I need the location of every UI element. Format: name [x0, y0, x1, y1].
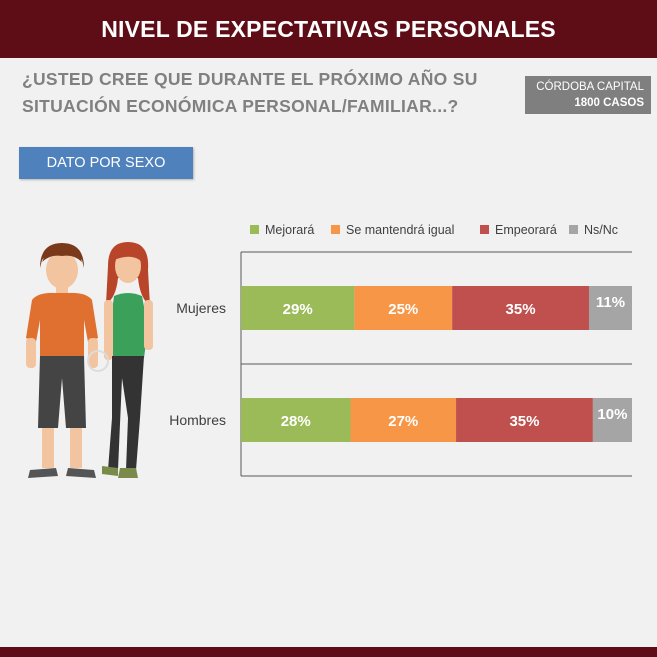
category-label: Mujeres: [176, 300, 226, 316]
bar-segment: [592, 398, 632, 442]
bar-segment: [241, 286, 355, 330]
legend-label: Mejorará: [265, 223, 314, 237]
people-illustration: [26, 242, 153, 478]
legend-swatch: [250, 225, 259, 234]
category-labels: Mujeres Hombres: [169, 300, 226, 428]
data-label: 10%: [597, 406, 627, 423]
legend-label: Empeorará: [495, 223, 557, 237]
bar-segment: [588, 286, 632, 330]
data-label: 11%: [596, 294, 625, 311]
data-label: 28%: [281, 413, 311, 430]
page-title: NIVEL DE EXPECTATIVAS PERSONALES: [101, 15, 556, 42]
header-bar: NIVEL DE EXPECTATIVAS PERSONALES: [0, 0, 657, 58]
data-label: 27%: [388, 413, 418, 430]
footer-bar: [0, 647, 657, 657]
chart-bars: 29% 25% 35% 11% 28% 27% 35% 10%: [241, 286, 632, 442]
survey-question: ¿USTED CREE QUE DURANTE EL PRÓXIMO AÑO S…: [22, 69, 478, 116]
bar-segment: [241, 398, 351, 442]
category-label: Hombres: [169, 412, 226, 428]
legend-swatch: [331, 225, 340, 234]
bar-segment: [354, 286, 453, 330]
chart-legend: Mejorará Se mantendrá igual Empeorará Ns/Nc: [250, 223, 618, 237]
legend-label: Ns/Nc: [584, 223, 618, 237]
woman-figure: [87, 242, 153, 478]
data-label: 29%: [283, 301, 313, 318]
bar-segment: [350, 398, 457, 442]
data-label: 35%: [506, 301, 536, 318]
scope-badge: CÓRDOBA CAPITAL 1800 CASOS: [525, 76, 651, 114]
scope-cases: 1800 CASOS: [574, 97, 644, 109]
section-tab-button[interactable]: DATO POR SEXO: [19, 147, 193, 179]
data-label: 35%: [509, 413, 539, 430]
scope-location: CÓRDOBA CAPITAL: [536, 81, 644, 93]
chart-axes: [240, 251, 632, 477]
data-label: 25%: [388, 301, 418, 318]
bar-segment: [456, 398, 593, 442]
bar-segment: [452, 286, 589, 330]
legend-swatch: [480, 225, 489, 234]
legend-label: Se mantendrá igual: [346, 223, 454, 237]
legend-swatch: [569, 225, 578, 234]
man-figure: [26, 243, 98, 478]
